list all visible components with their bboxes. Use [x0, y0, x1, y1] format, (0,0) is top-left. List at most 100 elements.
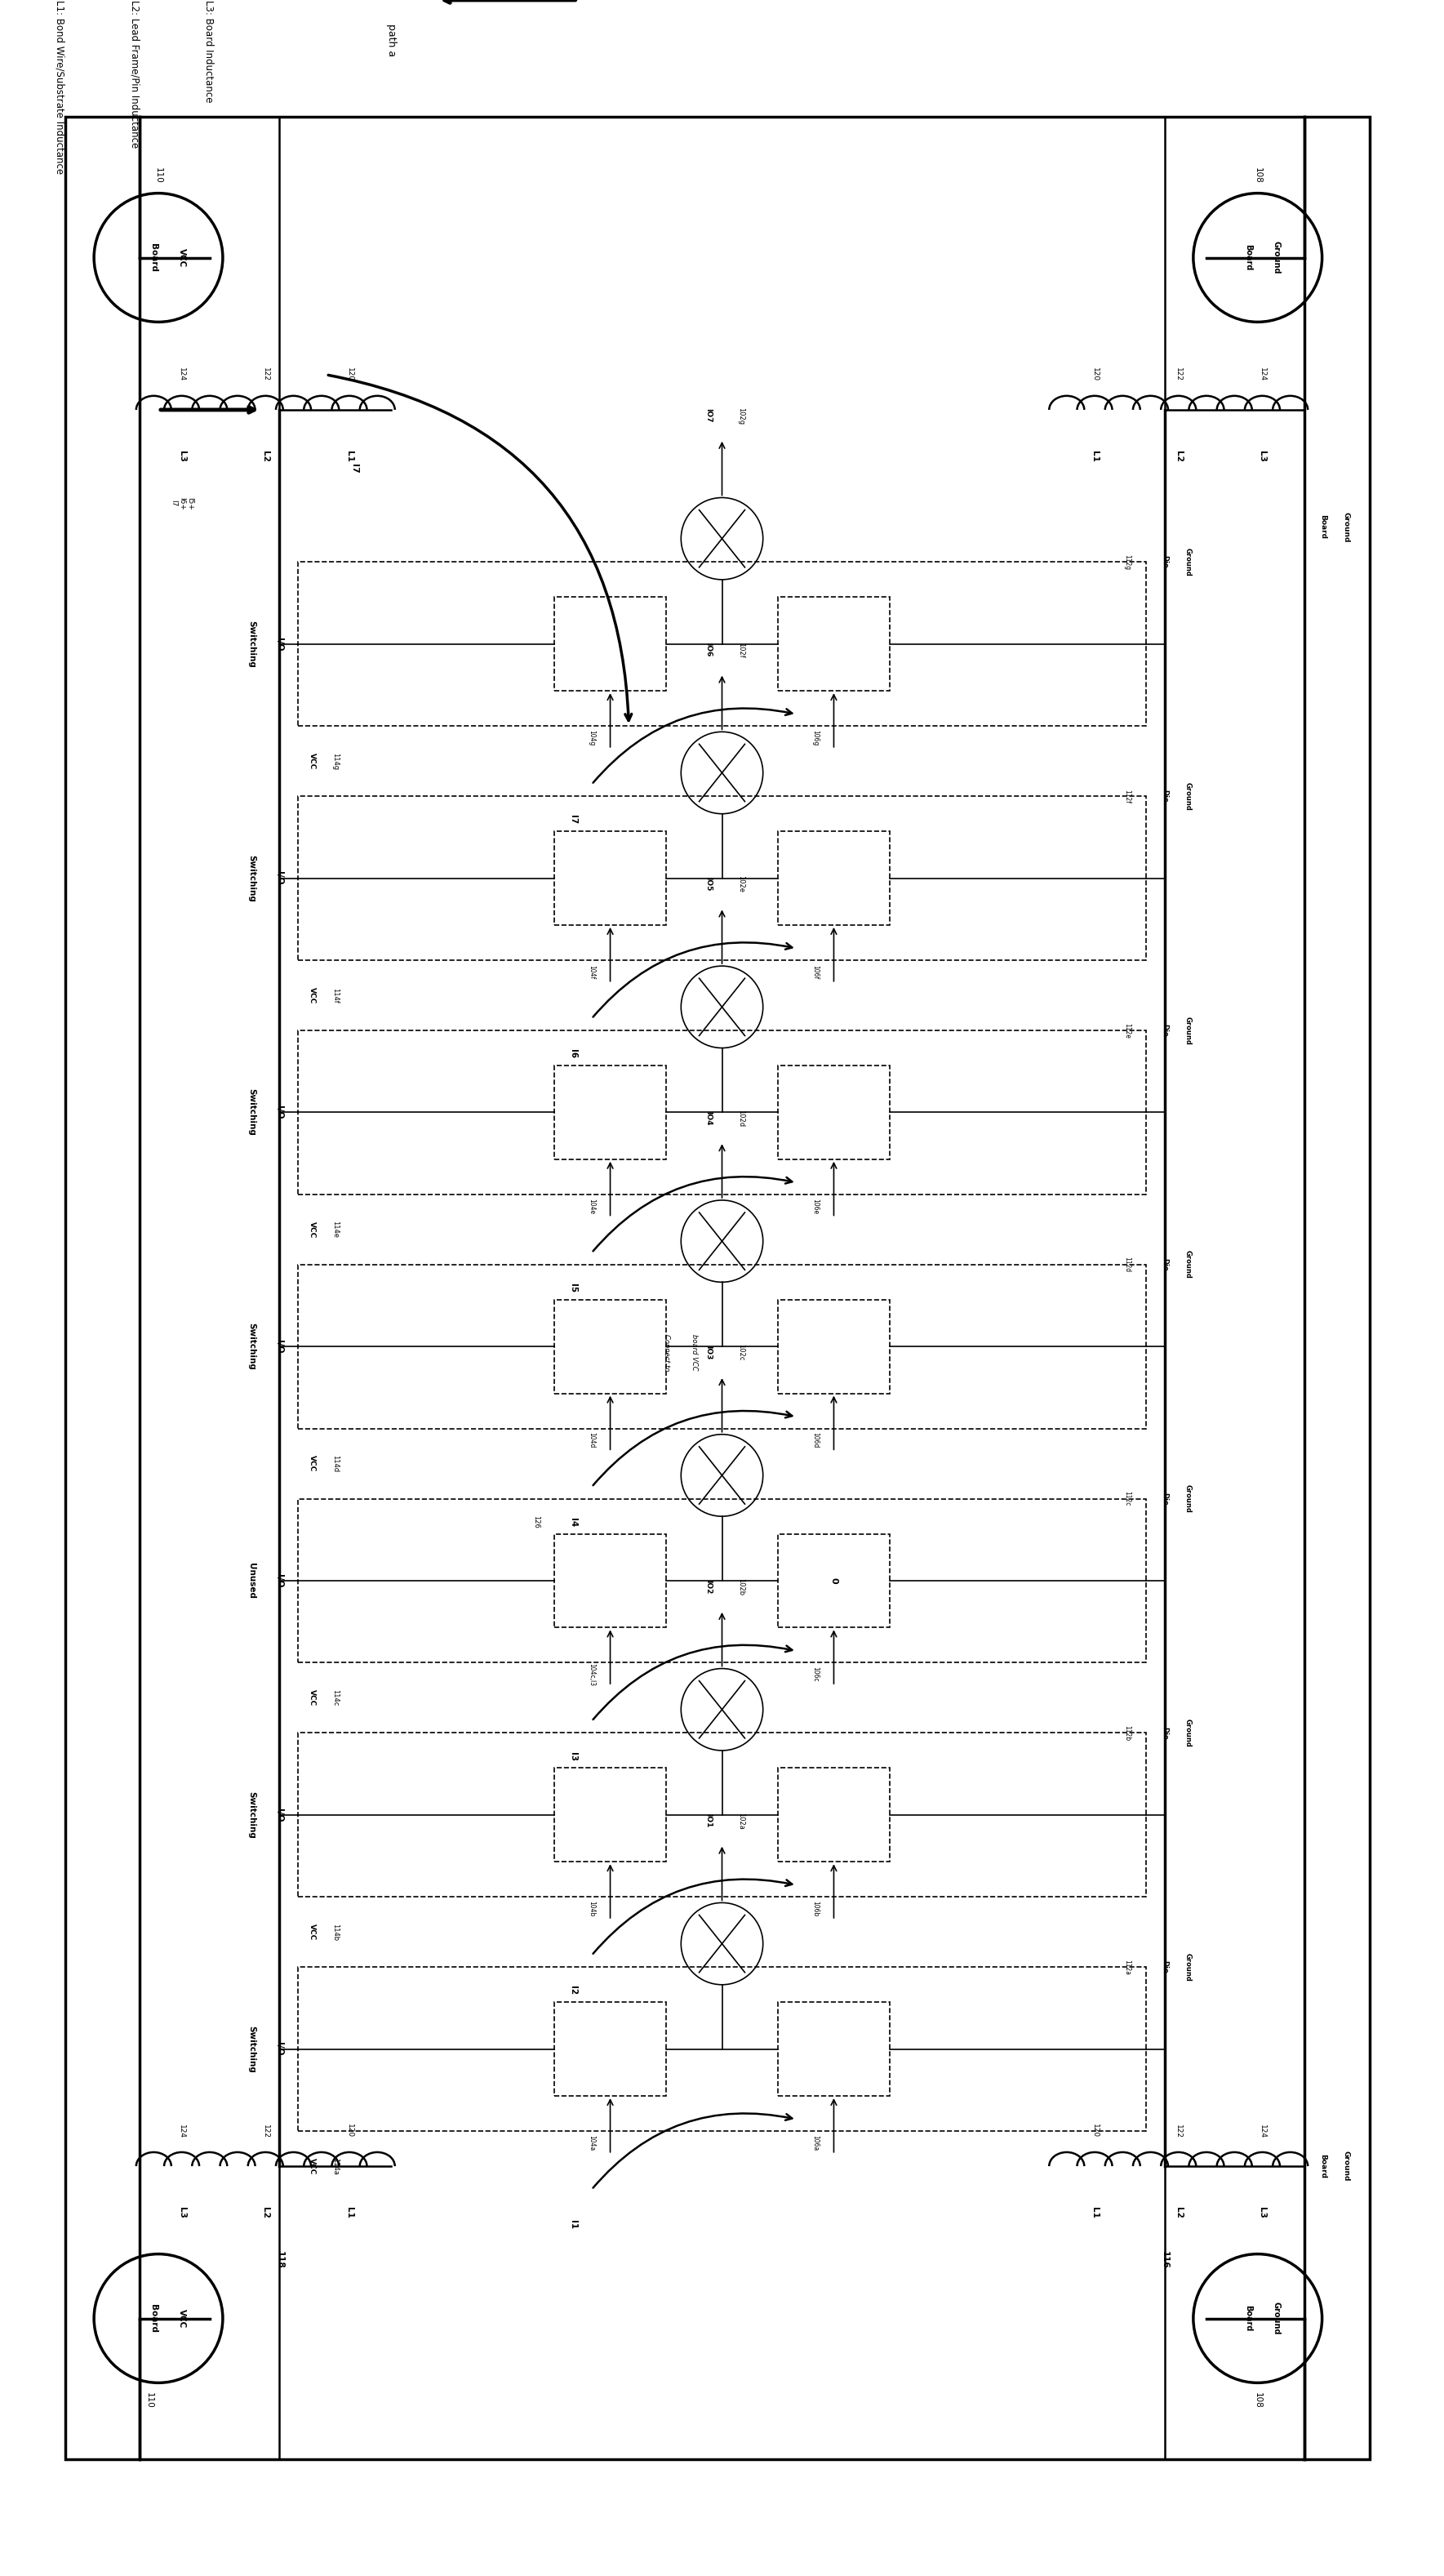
Text: L3: L3: [178, 451, 186, 461]
Text: 118: 118: [276, 2251, 283, 2269]
Text: Die: Die: [1161, 791, 1168, 804]
Text: Switching: Switching: [247, 621, 256, 667]
Text: Board: Board: [1320, 515, 1327, 538]
Text: IO1: IO1: [705, 1814, 712, 1829]
Text: L3: L3: [178, 2208, 186, 2218]
Text: L2: L2: [261, 451, 270, 461]
Text: 120: 120: [1092, 368, 1099, 381]
Text: I/O: I/O: [276, 2043, 283, 2056]
Text: L2: L2: [1174, 451, 1183, 461]
Bar: [297, 796, 1147, 961]
Text: L3: L3: [1258, 2208, 1266, 2218]
Text: 124: 124: [178, 2125, 185, 2138]
Text: VCC: VCC: [309, 1924, 316, 1940]
Text: 110: 110: [144, 2393, 153, 2409]
Bar: [778, 1767, 890, 1862]
Text: 0: 0: [830, 1577, 838, 1584]
Text: 110: 110: [155, 167, 163, 183]
Text: Board: Board: [1245, 245, 1252, 270]
Text: Die: Die: [1161, 1492, 1168, 1504]
Text: Connect to: Connect to: [663, 1334, 670, 1370]
Text: 114b: 114b: [332, 1924, 339, 1940]
Bar: [297, 1030, 1147, 1195]
Text: Board: Board: [1245, 2306, 1252, 2331]
Text: Die: Die: [1161, 1257, 1168, 1270]
Text: 112e: 112e: [1123, 1023, 1131, 1038]
Text: Ground: Ground: [1184, 549, 1191, 577]
Text: I/O: I/O: [276, 871, 283, 886]
Bar: [554, 2002, 666, 2097]
Text: 108: 108: [1253, 167, 1262, 183]
Text: 116: 116: [1161, 2251, 1168, 2269]
Text: 120: 120: [345, 2125, 352, 2138]
Text: VCC: VCC: [309, 752, 316, 770]
Text: L1: L1: [345, 451, 354, 461]
Text: 112f: 112f: [1123, 788, 1131, 804]
Text: Board: Board: [1320, 2154, 1327, 2179]
Text: VCC: VCC: [309, 1455, 316, 1471]
Text: 124: 124: [1259, 2125, 1266, 2138]
Text: Die: Die: [1161, 556, 1168, 569]
Text: IO3: IO3: [705, 1345, 712, 1360]
Text: 112d: 112d: [1123, 1257, 1131, 1273]
Text: Ground: Ground: [1272, 242, 1281, 273]
Bar: [778, 1301, 890, 1394]
Text: IO6: IO6: [705, 644, 712, 657]
Text: Unused: Unused: [247, 1564, 256, 1600]
Text: Board: Board: [150, 242, 157, 273]
Text: 108: 108: [1253, 2393, 1262, 2409]
Text: VCC: VCC: [178, 247, 186, 268]
Text: 102d: 102d: [736, 1110, 744, 1126]
Text: 122: 122: [1175, 2125, 1183, 2138]
Text: Ground: Ground: [1184, 1015, 1191, 1046]
Text: VCC: VCC: [309, 2159, 316, 2174]
Bar: [554, 1066, 666, 1159]
Text: Board: Board: [150, 2303, 157, 2334]
Text: IO7: IO7: [705, 410, 712, 422]
Text: Ground: Ground: [1184, 1953, 1191, 1981]
Text: 102e: 102e: [736, 876, 744, 894]
Bar: [778, 1066, 890, 1159]
Text: I5: I5: [569, 1283, 578, 1293]
Text: 122: 122: [1175, 368, 1183, 381]
Text: 102b: 102b: [736, 1579, 744, 1595]
Text: 112b: 112b: [1123, 1726, 1131, 1741]
Text: Switching: Switching: [247, 855, 256, 902]
Text: 124: 124: [1259, 368, 1266, 381]
Bar: [297, 1265, 1147, 1430]
Text: 126: 126: [531, 1515, 540, 1528]
Text: Die: Die: [1161, 1025, 1168, 1036]
Text: L1: L1: [1090, 2208, 1099, 2218]
Text: 104c,I3: 104c,I3: [588, 1664, 595, 1685]
Bar: [554, 1767, 666, 1862]
Text: 112a: 112a: [1123, 1960, 1131, 1976]
Text: 120: 120: [345, 368, 352, 381]
Text: path a: path a: [386, 23, 397, 57]
Text: 106f: 106f: [812, 966, 819, 979]
Text: I5+
I6+
I7: I5+ I6+ I7: [169, 497, 193, 510]
Text: Switching: Switching: [247, 2025, 256, 2074]
Bar: [297, 1499, 1147, 1662]
Text: 114c: 114c: [332, 1690, 339, 1705]
Text: 106a: 106a: [812, 2136, 819, 2151]
Bar: [297, 1734, 1147, 1896]
Text: 122: 122: [261, 368, 269, 381]
Text: Switching: Switching: [247, 1090, 256, 1136]
Text: Ground: Ground: [1184, 1718, 1191, 1747]
Text: L2: L2: [1174, 2208, 1183, 2218]
Text: 102f: 102f: [736, 641, 744, 657]
Text: Ground: Ground: [1184, 1484, 1191, 1512]
Text: 106c: 106c: [812, 1667, 819, 1682]
Text: Ground: Ground: [1272, 2303, 1281, 2334]
Text: 106d: 106d: [812, 1432, 819, 1448]
Text: 114g: 114g: [332, 752, 339, 770]
Text: 104e: 104e: [588, 1198, 595, 1213]
Text: Ground: Ground: [1343, 513, 1350, 541]
Text: VCC: VCC: [309, 1690, 316, 1705]
Text: 106b: 106b: [812, 1901, 819, 1917]
Text: I4: I4: [569, 1517, 578, 1528]
Text: VCC: VCC: [309, 987, 316, 1005]
Text: I7: I7: [569, 814, 578, 824]
Text: 104f: 104f: [588, 966, 595, 979]
Text: L1: L1: [345, 2208, 354, 2218]
